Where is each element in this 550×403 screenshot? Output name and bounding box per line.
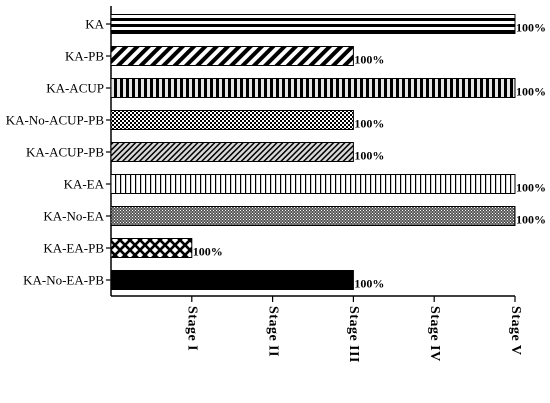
category-label: KA-ACUP-PB bbox=[26, 145, 104, 160]
data-label: 100% bbox=[516, 85, 546, 99]
bar-ka-no-acup-pb bbox=[110, 110, 354, 130]
x-tick-label: Stage V bbox=[508, 306, 523, 356]
data-label: 100% bbox=[354, 117, 384, 131]
category-label: KA-EA bbox=[64, 177, 105, 192]
bar-ka bbox=[110, 14, 516, 34]
data-label: 100% bbox=[516, 21, 546, 35]
category-label: KA-ACUP bbox=[46, 81, 104, 96]
bar-ka-ea bbox=[110, 174, 516, 194]
category-label: KA-No-ACUP-PB bbox=[6, 113, 105, 128]
bar-ka-ea-pb bbox=[110, 238, 193, 258]
category-label: KA-No-EA-PB bbox=[23, 273, 104, 288]
bar-ka-no-ea bbox=[110, 206, 516, 226]
bar-ka-acup bbox=[110, 78, 516, 98]
data-label: 100% bbox=[516, 213, 546, 227]
plot-area: KA 100% KA-PB 100% KA-ACUP 100% KA-No-ACUP-PB 1… bbox=[6, 6, 546, 363]
data-label: 100% bbox=[354, 53, 384, 67]
data-label: 100% bbox=[354, 149, 384, 163]
x-tick-label: Stage III bbox=[346, 306, 361, 363]
data-label: 100% bbox=[516, 181, 546, 195]
x-tick-label: Stage II bbox=[265, 306, 280, 357]
data-label: 100% bbox=[354, 277, 384, 291]
category-label: KA bbox=[85, 17, 104, 32]
category-label: KA-No-EA bbox=[43, 209, 104, 224]
bar-ka-acup-pb bbox=[110, 142, 354, 162]
x-tick-label: Stage I bbox=[185, 306, 200, 351]
category-label: KA-EA-PB bbox=[43, 241, 104, 256]
data-label: 100% bbox=[193, 245, 223, 259]
bar-ka-pb bbox=[110, 46, 354, 66]
x-tick-label: Stage IV bbox=[427, 306, 442, 362]
bar-ka-no-ea-pb bbox=[110, 270, 354, 290]
category-label: KA-PB bbox=[65, 49, 104, 64]
